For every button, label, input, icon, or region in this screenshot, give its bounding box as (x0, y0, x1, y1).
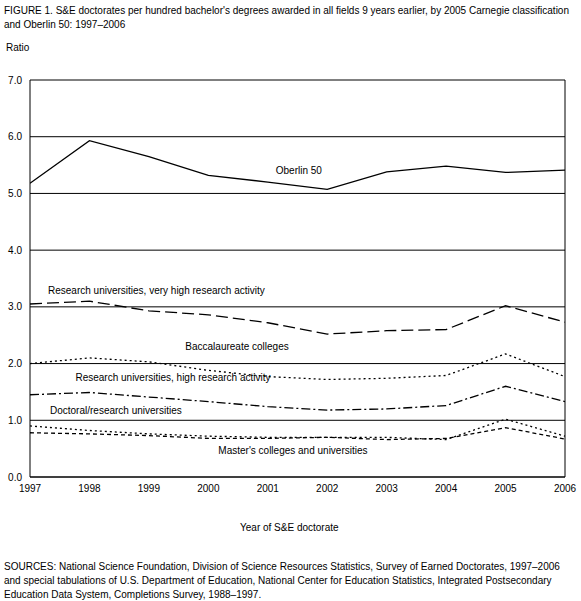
svg-text:3.0: 3.0 (8, 301, 22, 312)
svg-text:Research universities, very hi: Research universities, very high researc… (48, 285, 265, 296)
svg-text:1997: 1997 (19, 483, 42, 494)
svg-text:1998: 1998 (78, 483, 101, 494)
svg-text:Master's colleges and universi: Master's colleges and universities (218, 445, 367, 456)
svg-text:4.0: 4.0 (8, 245, 22, 256)
svg-text:2.0: 2.0 (8, 358, 22, 369)
svg-text:1.0: 1.0 (8, 415, 22, 426)
svg-text:2006: 2006 (554, 483, 573, 494)
svg-text:2005: 2005 (494, 483, 517, 494)
svg-text:1999: 1999 (138, 483, 161, 494)
svg-text:5.0: 5.0 (8, 188, 22, 199)
svg-text:6.0: 6.0 (8, 131, 22, 142)
svg-text:Research universities, high re: Research universities, high research act… (75, 372, 270, 383)
html-text:Ratio: Ratio (6, 42, 30, 53)
svg-text:2002: 2002 (316, 483, 339, 494)
svg-text:7.0: 7.0 (8, 75, 22, 86)
svg-text:2004: 2004 (435, 483, 458, 494)
html-text:FIGURE 1. S&E doctorates per h: FIGURE 1. S&E doctorates per hundred bac… (4, 5, 569, 30)
html-text:SOURCES: National Science Foun: SOURCES: National Science Foundation, Di… (4, 561, 560, 600)
html-text:Year of S&E doctorate: Year of S&E doctorate (240, 522, 339, 533)
svg-text:Oberlin 50: Oberlin 50 (276, 165, 323, 176)
svg-text:Doctoral/research universities: Doctoral/research universities (50, 405, 182, 416)
svg-text:2001: 2001 (257, 483, 280, 494)
svg-text:2000: 2000 (197, 483, 220, 494)
svg-text:Baccalaureate colleges: Baccalaureate colleges (185, 341, 288, 352)
svg-text:2003: 2003 (376, 483, 399, 494)
svg-text:0.0: 0.0 (8, 472, 22, 483)
